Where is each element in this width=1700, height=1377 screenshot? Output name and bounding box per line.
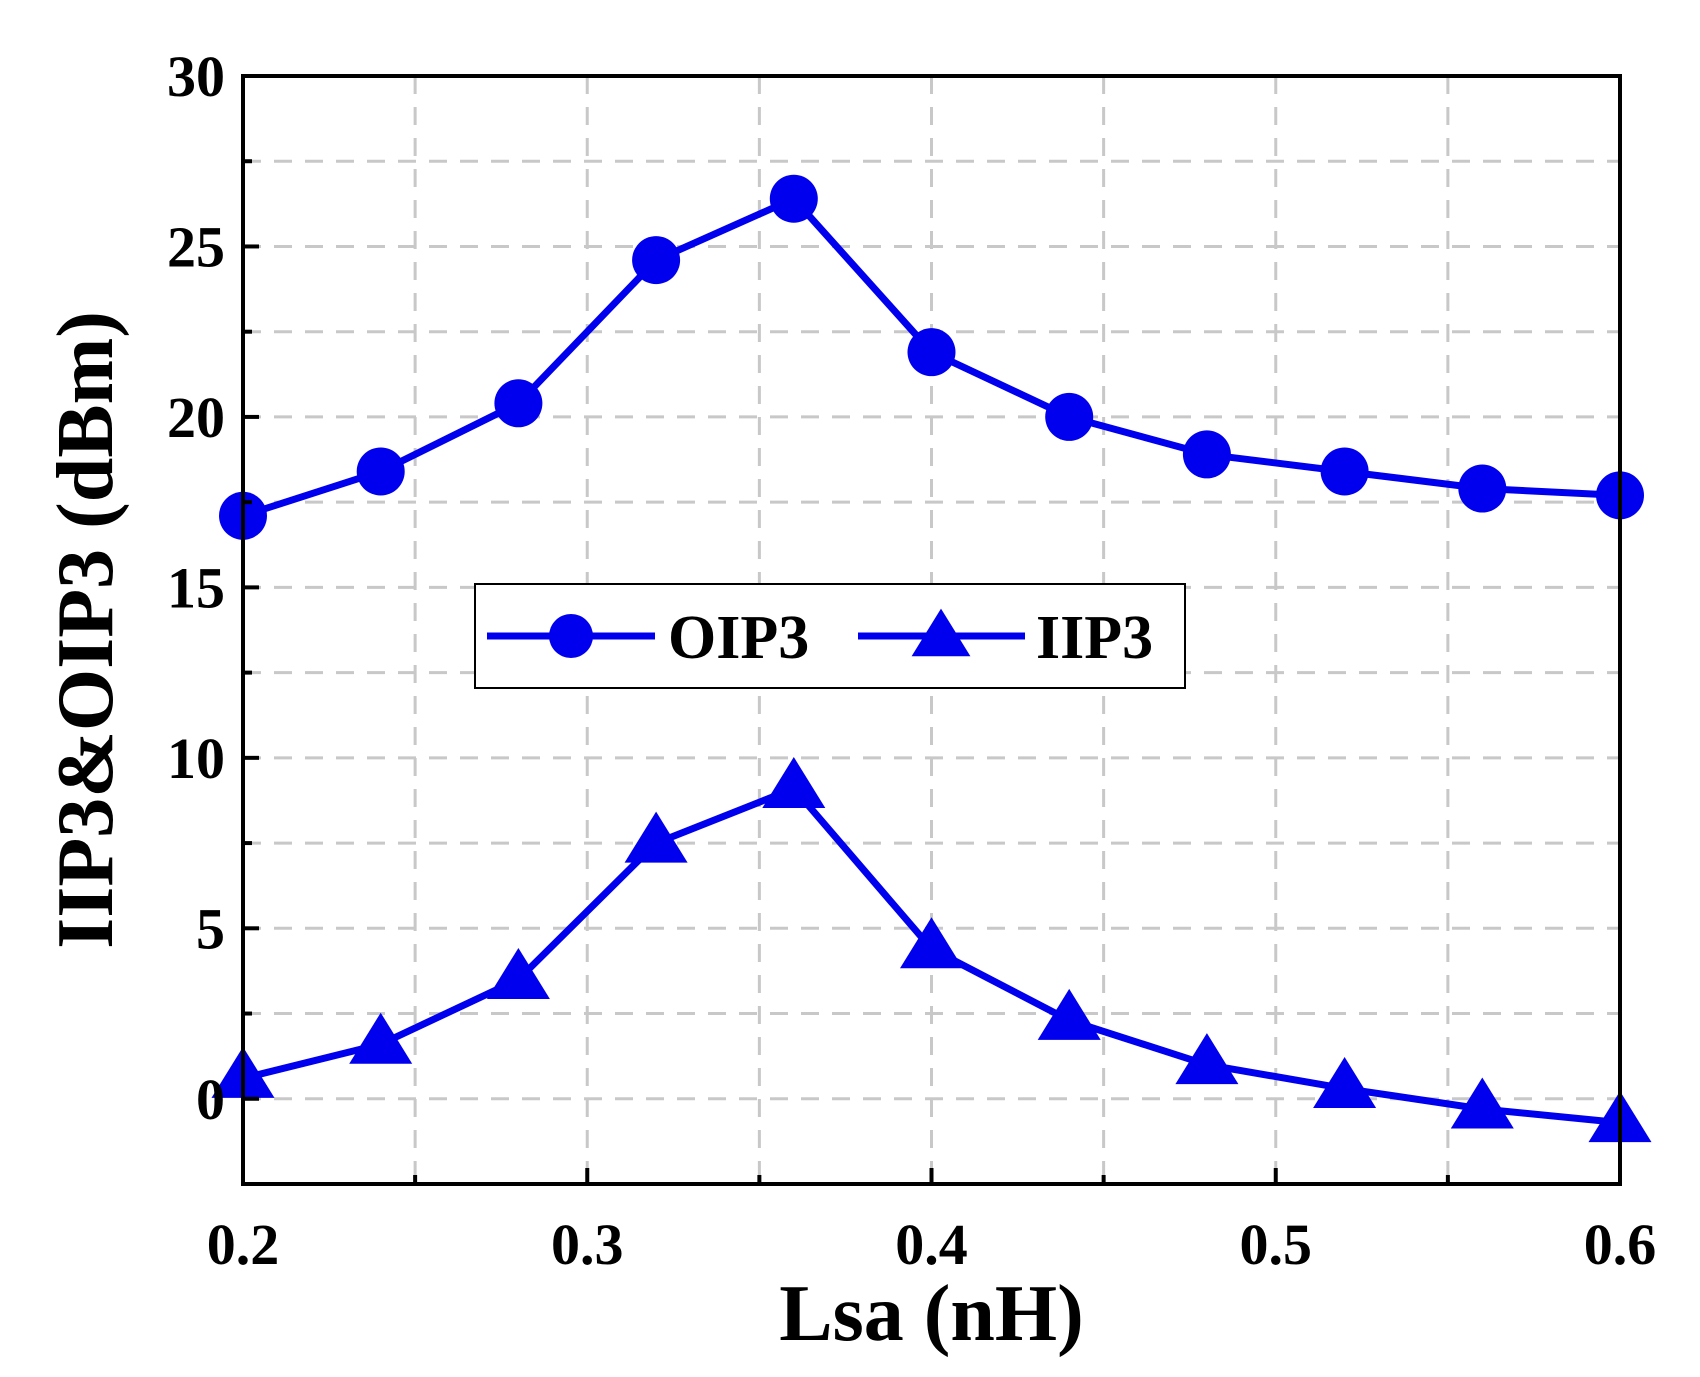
axis-ticks — [241, 74, 1622, 1184]
y-tick-label: 15 — [167, 555, 225, 620]
data-point-iip3 — [1037, 988, 1101, 1040]
data-point-iip3 — [1313, 1057, 1377, 1109]
y-axis-title: IIP3&OIP3 (dBm) — [42, 311, 130, 949]
y-tick-label: 25 — [167, 214, 225, 279]
y-tick-label: 0 — [196, 1067, 225, 1132]
y-tick-label: 20 — [167, 385, 225, 450]
data-point-oip3 — [1045, 392, 1094, 441]
data-point-iip3 — [624, 811, 688, 863]
legend-label-oip3: OIP3 — [668, 604, 809, 672]
data-point-iip3 — [349, 1012, 413, 1064]
y-tick-label: 30 — [167, 44, 225, 109]
y-tick-label: 10 — [167, 726, 225, 791]
data-point-iip3 — [900, 917, 963, 969]
x-tick-label: 0.5 — [1240, 1212, 1313, 1277]
data-point-oip3 — [1320, 447, 1369, 496]
legend: OIP3 IIP3 — [474, 583, 1186, 689]
data-point-oip3 — [769, 174, 818, 223]
data-point-oip3 — [907, 328, 956, 377]
legend-marker-oip3 — [549, 614, 593, 658]
data-point-oip3 — [494, 379, 543, 428]
data-point-oip3 — [356, 447, 405, 496]
data-point-iip3 — [1450, 1077, 1514, 1129]
x-tick-label: 0.6 — [1584, 1212, 1657, 1277]
legend-marker-iip3 — [911, 608, 971, 657]
x-tick-label: 0.2 — [207, 1212, 280, 1277]
data-point-oip3 — [1182, 430, 1231, 479]
y-tick-label: 5 — [196, 896, 225, 961]
series-layer — [211, 174, 1652, 1143]
x-tick-label: 0.4 — [895, 1212, 968, 1277]
data-point-iip3 — [486, 947, 550, 999]
data-point-iip3 — [762, 757, 826, 809]
data-point-oip3 — [632, 236, 681, 285]
x-tick-label: 0.3 — [551, 1212, 624, 1277]
data-point-iip3 — [1175, 1033, 1239, 1085]
legend-label-iip3: IIP3 — [1036, 604, 1153, 672]
x-axis-title: Lsa (nH) — [779, 1270, 1084, 1358]
data-point-oip3 — [1458, 464, 1507, 513]
